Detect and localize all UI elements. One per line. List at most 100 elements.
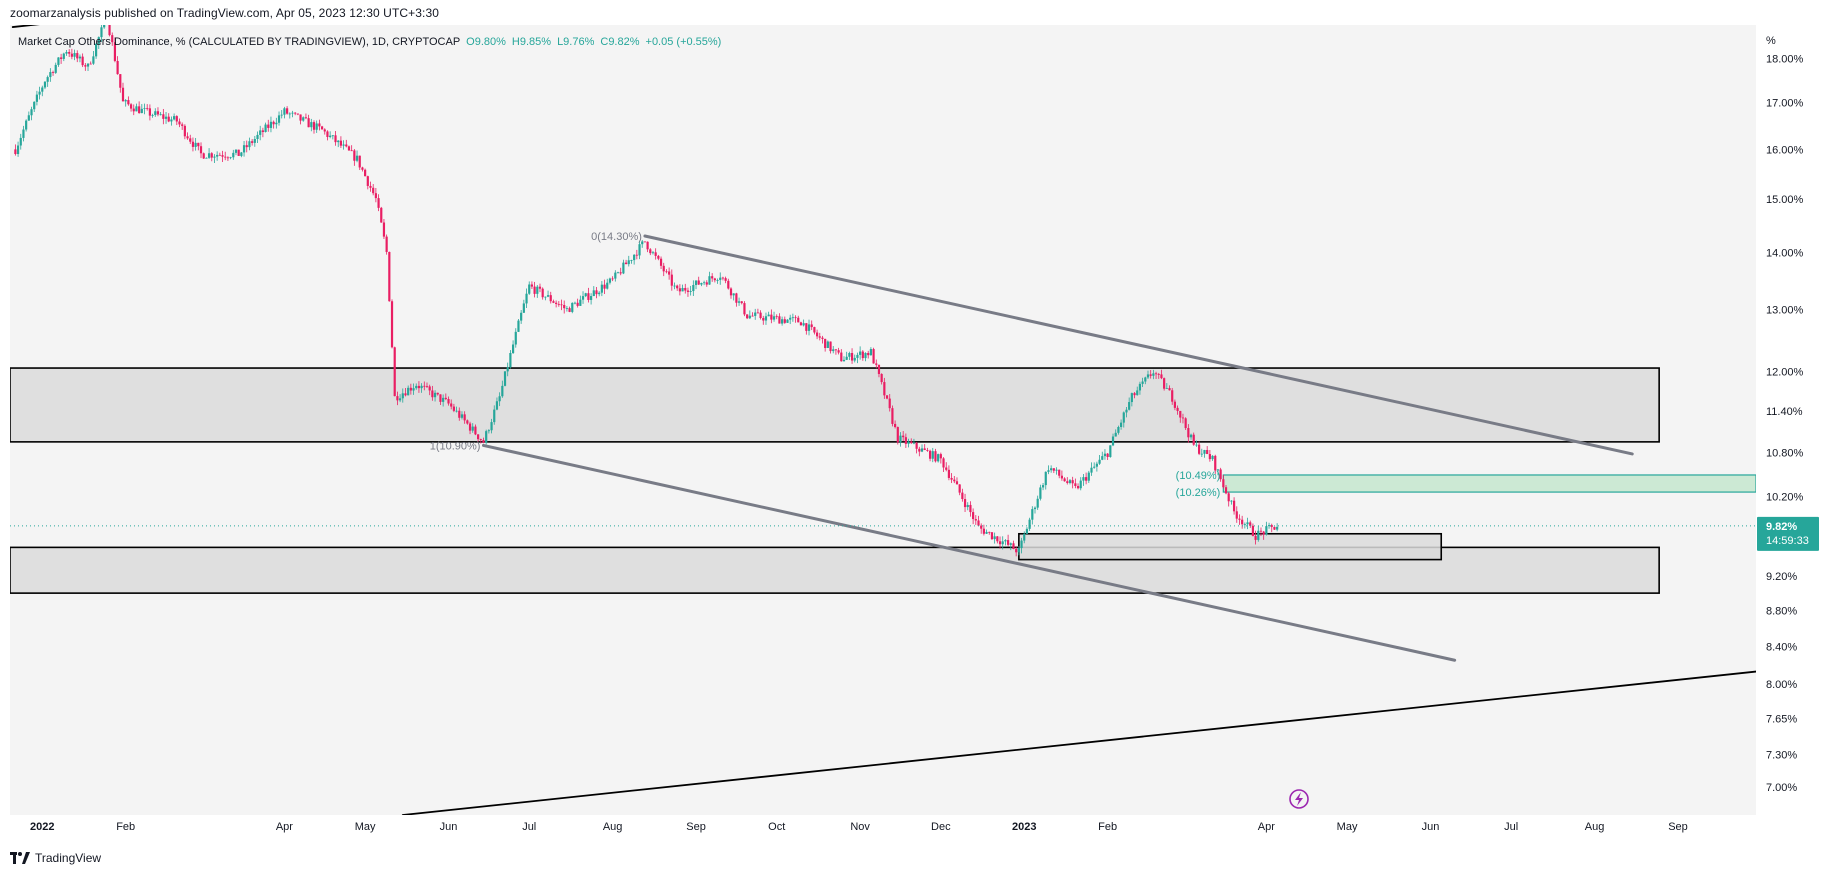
candle — [372, 184, 375, 196]
ohlc-open: O9.80% — [466, 36, 506, 48]
candle-body — [415, 385, 418, 389]
candle-body — [19, 137, 22, 146]
candle-body — [885, 395, 889, 399]
candle — [226, 156, 230, 161]
candle — [759, 310, 762, 320]
candle-body — [140, 108, 143, 114]
candle — [700, 282, 703, 287]
candle — [557, 301, 560, 307]
candle — [799, 321, 803, 326]
candle — [1181, 413, 1185, 424]
candle-body — [463, 414, 466, 421]
price-axis[interactable] — [1756, 25, 1834, 815]
candle-body — [867, 352, 870, 356]
candle — [329, 131, 332, 139]
candle-body — [571, 302, 574, 312]
candle — [318, 119, 321, 131]
tradingview-logo-icon[interactable] — [10, 852, 30, 864]
candle — [121, 82, 125, 102]
candle — [1071, 476, 1074, 489]
candle — [97, 36, 100, 49]
target-zone — [1222, 474, 1756, 493]
candle — [501, 380, 504, 398]
candle — [1020, 537, 1023, 554]
candle-body — [934, 451, 937, 462]
replay-icon[interactable] — [1289, 789, 1309, 809]
candle — [813, 326, 816, 335]
candle-body — [1267, 525, 1271, 527]
candle-body — [121, 87, 125, 102]
candle — [748, 310, 751, 320]
candle-body — [681, 287, 684, 292]
candle-body — [493, 409, 496, 423]
candle-body — [509, 352, 512, 368]
candle — [821, 335, 824, 344]
candle — [1254, 530, 1257, 545]
candle-body — [183, 125, 186, 137]
candle-body — [1165, 388, 1168, 389]
candle-body — [127, 100, 130, 105]
candle — [1087, 470, 1090, 483]
candle — [950, 473, 953, 484]
candle — [218, 152, 221, 156]
level-1049-label: (10.49%) — [1176, 470, 1221, 482]
candle-body — [1050, 468, 1053, 471]
candle — [213, 154, 216, 163]
candle-body — [116, 60, 119, 75]
candle — [627, 255, 630, 267]
candle-body — [608, 278, 612, 283]
candle — [1001, 536, 1004, 550]
candle-body — [525, 293, 528, 304]
candle — [444, 393, 447, 401]
candle — [487, 429, 490, 434]
candle-body — [245, 145, 248, 148]
candle-body — [740, 301, 743, 304]
candle-body — [240, 152, 243, 156]
candle-body — [234, 149, 238, 153]
candle — [433, 390, 437, 402]
candle-body — [237, 149, 240, 156]
candle-body — [837, 350, 840, 353]
candle-body — [606, 282, 609, 289]
legend-header: Market Cap Others Dominance, % (CALCULAT… — [18, 36, 721, 48]
candle — [746, 314, 749, 320]
candle — [199, 142, 203, 159]
candle — [907, 438, 910, 448]
candle-body — [522, 303, 525, 313]
candle-body — [1214, 455, 1217, 471]
candle — [1206, 446, 1209, 455]
candle — [875, 359, 878, 369]
x-tick-label: Dec — [931, 821, 951, 833]
y-tick-label: 8.80% — [1766, 605, 1797, 617]
candle — [1130, 392, 1133, 407]
candle-body — [100, 27, 103, 38]
candle — [608, 277, 612, 285]
candle-body — [425, 386, 429, 387]
candle-body — [590, 296, 593, 300]
candle-body — [756, 312, 760, 314]
time-axis[interactable] — [10, 815, 1756, 841]
candle-body — [988, 531, 991, 533]
candle — [891, 405, 894, 427]
channel-lower-line — [481, 443, 1457, 662]
candle — [479, 438, 482, 444]
x-tick-label: Apr — [276, 821, 293, 833]
candle — [590, 293, 593, 305]
candle — [783, 316, 786, 324]
candle-body — [1066, 481, 1069, 483]
candle-body — [1004, 540, 1007, 542]
candle-body — [1241, 519, 1244, 525]
chart-canvas[interactable]: 0(14.30%) 1(10.90%) (10.49%) (10.26%) 18.00… — [0, 0, 1834, 845]
candle-body — [404, 393, 407, 396]
candle — [1243, 522, 1246, 529]
candle-body — [1033, 507, 1037, 510]
symbol-title[interactable]: Market Cap Others Dominance, % (CALCULAT… — [18, 36, 460, 48]
candle — [299, 114, 302, 125]
candle-body — [1222, 479, 1225, 488]
candle-body — [1111, 436, 1115, 446]
candle-body — [797, 317, 800, 323]
candle-body — [444, 397, 447, 400]
candle-body — [1270, 525, 1273, 527]
candle — [517, 318, 520, 333]
candle-body — [1025, 528, 1029, 534]
